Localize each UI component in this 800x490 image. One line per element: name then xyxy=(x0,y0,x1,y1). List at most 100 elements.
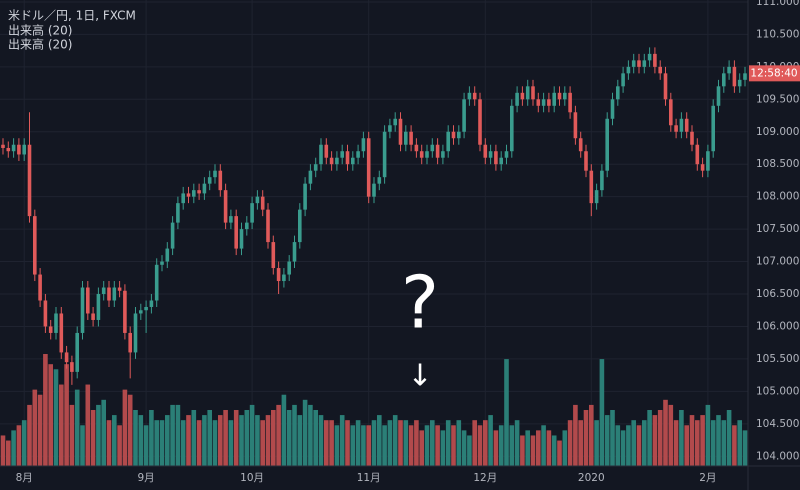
candle-body xyxy=(732,66,737,87)
candle-body xyxy=(578,138,583,152)
candle-body xyxy=(430,144,435,152)
y-tick-label: 108.500 xyxy=(756,158,799,170)
candle-body xyxy=(223,190,228,223)
volume-bar xyxy=(562,430,568,466)
candle-body xyxy=(43,300,48,327)
candle-body xyxy=(101,287,106,295)
candle-body xyxy=(64,352,69,363)
volume-bar xyxy=(716,415,721,466)
candle-body xyxy=(245,222,249,230)
volume-bar xyxy=(668,404,674,466)
volume-bar xyxy=(679,410,684,466)
candle-body xyxy=(531,86,535,100)
candle-body xyxy=(149,300,154,307)
volume-bar xyxy=(80,425,85,466)
candle-body xyxy=(700,164,705,171)
volume-bar xyxy=(281,394,287,466)
volume-bar xyxy=(424,425,430,466)
volume-bar xyxy=(509,425,515,466)
volume-bar xyxy=(710,420,716,466)
candle-body xyxy=(207,177,212,184)
y-tick-label: 105.500 xyxy=(756,353,799,365)
volume-bar xyxy=(578,420,583,466)
volume-bar xyxy=(286,410,292,466)
candle-body xyxy=(499,157,503,165)
candle-body xyxy=(59,313,64,353)
volume-bar xyxy=(663,399,668,466)
volume-bar xyxy=(48,364,53,466)
y-tick-label: 107.000 xyxy=(756,256,799,268)
volume-bar xyxy=(498,425,504,466)
candle-body xyxy=(1,144,5,148)
volume-bar xyxy=(271,410,276,466)
candle-body xyxy=(128,332,132,353)
candle-body xyxy=(329,157,334,165)
volume-bar xyxy=(567,420,573,466)
volume-bar xyxy=(514,420,520,466)
candle-body xyxy=(165,248,170,262)
candle-body xyxy=(335,157,339,165)
candle-body xyxy=(515,92,519,106)
volume-bar xyxy=(721,420,727,466)
volume-bar xyxy=(339,415,345,466)
candle-body xyxy=(192,190,196,197)
volume-bar xyxy=(451,425,456,466)
candle-body xyxy=(229,216,233,223)
candle-body xyxy=(573,112,578,139)
volume-bar xyxy=(541,425,546,466)
volume-bar xyxy=(594,420,599,466)
volume-bar xyxy=(112,415,117,466)
y-tick-label: 104.000 xyxy=(756,450,799,462)
volume-bar xyxy=(223,410,228,466)
volume-bar xyxy=(355,420,361,466)
y-tick-label: 104.500 xyxy=(756,418,799,430)
volume-bar xyxy=(477,425,483,466)
volume-bar xyxy=(334,425,340,466)
y-tick-label: 107.500 xyxy=(756,223,799,235)
candle-body xyxy=(80,287,85,333)
candle-body xyxy=(292,242,297,262)
candle-body xyxy=(70,362,74,372)
candle-body xyxy=(91,313,95,320)
volume-bar xyxy=(265,415,271,466)
volume-bar xyxy=(557,440,562,466)
candle-body xyxy=(557,92,562,100)
volume-bar xyxy=(69,404,75,466)
volume-bar xyxy=(85,384,91,466)
volume-bar xyxy=(302,399,308,466)
volume-bar xyxy=(382,425,387,466)
candle-body xyxy=(695,144,700,165)
candle-body xyxy=(600,170,604,191)
volume-bar xyxy=(21,420,27,466)
indicator-label: 出来高 (20) xyxy=(8,23,72,38)
candle-body xyxy=(54,313,58,333)
volume-bar xyxy=(392,415,398,466)
candle-body xyxy=(467,92,472,100)
volume-bar xyxy=(6,440,11,466)
candle-body xyxy=(663,73,668,100)
volume-bar xyxy=(138,415,144,466)
candle-body xyxy=(239,229,244,249)
candle-body xyxy=(186,193,191,197)
volume-pane xyxy=(0,354,748,466)
volume-bar xyxy=(32,389,38,466)
candle-body xyxy=(393,118,397,126)
candle-body xyxy=(38,274,42,301)
candle-body xyxy=(266,209,270,243)
volume-bar xyxy=(615,425,621,466)
chart-title: 米ドル／円, 1日, FXCM xyxy=(8,9,136,23)
candle-body xyxy=(144,306,148,311)
candle-body xyxy=(197,190,201,194)
candle-body xyxy=(271,242,276,269)
candle-body xyxy=(541,99,546,106)
y-tick-label: 108.000 xyxy=(756,191,799,203)
candle-body xyxy=(457,131,461,139)
volume-bar xyxy=(589,404,594,466)
volume-bar xyxy=(673,420,679,466)
volume-bar xyxy=(233,410,239,466)
volume-bar xyxy=(318,415,324,466)
candle-body xyxy=(324,144,329,158)
candle-body xyxy=(303,183,307,210)
axes: 104.000 104.500 105.000 105.500 106.000 106.5… xyxy=(16,0,800,484)
candle-body xyxy=(478,99,482,145)
